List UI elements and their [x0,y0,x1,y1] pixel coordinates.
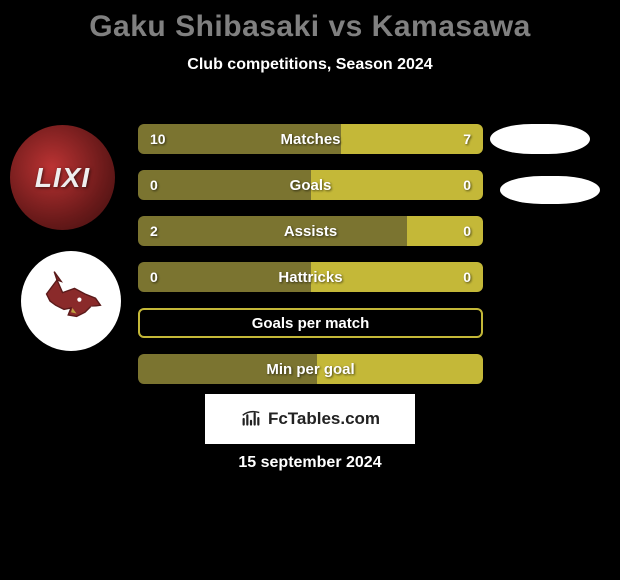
stat-fill-left [138,170,311,200]
stat-value-right: 0 [463,269,471,285]
stat-fill-right [341,124,483,154]
stat-row: Min per goal [138,354,483,384]
stat-value-right: 7 [463,131,471,147]
stat-row: Goals per match [138,308,483,338]
stat-row: 0 0 Hattricks [138,262,483,292]
page-title: Gaku Shibasaki vs Kamasawa [0,0,620,44]
stat-fill-right [311,170,484,200]
stat-fill-right [407,216,483,246]
stat-label: Hattricks [278,269,342,286]
branding-text: FcTables.com [268,409,380,429]
stat-value-right: 0 [463,177,471,193]
coyote-head-icon [36,266,106,336]
footer-date: 15 september 2024 [0,454,620,472]
chip-decor [490,124,590,154]
stat-value-left: 0 [150,269,158,285]
team-avatar [21,251,121,351]
stat-label: Goals per match [252,315,370,332]
comparison-chart: 10 7 Matches 0 0 Goals 2 0 Assists 0 0 Hattricks Goa… [138,124,483,400]
stat-value-right: 0 [463,223,471,239]
branding-badge: FcTables.com [205,394,415,444]
stat-value-left: 2 [150,223,158,239]
chip-decor [500,176,600,204]
stat-fill-left [138,216,407,246]
fctables-logo-icon [240,408,262,430]
stat-label: Assists [284,223,337,240]
stat-row: 10 7 Matches [138,124,483,154]
stat-row: 0 0 Goals [138,170,483,200]
player-avatar: LIXI [10,125,115,230]
stat-row: 2 0 Assists [138,216,483,246]
stat-label: Matches [280,131,340,148]
player-jersey-text: LIXI [35,162,90,194]
stat-value-left: 10 [150,131,166,147]
stat-label: Goals [290,177,332,194]
stat-value-left: 0 [150,177,158,193]
stat-label: Min per goal [266,361,354,378]
page-subtitle: Club competitions, Season 2024 [0,56,620,74]
